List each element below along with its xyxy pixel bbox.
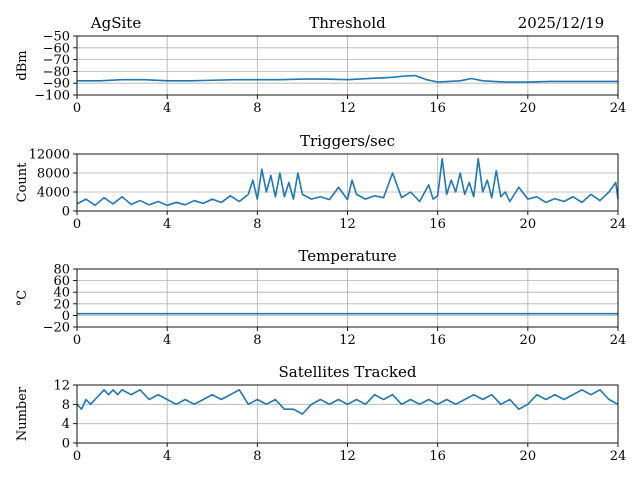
- chart-panel-1: 0 4 8 12 16 20 24 −100−90−80−70−60−50 Threshold d…: [15, 14, 626, 116]
- x-tick-label: 20: [520, 101, 537, 116]
- y-tick-label: 80: [53, 263, 70, 278]
- x-tick-label: 8: [253, 101, 261, 116]
- x-tick-label: 0: [73, 217, 81, 232]
- x-tick-label: 12: [339, 101, 356, 116]
- x-tick-label: 0: [73, 101, 81, 116]
- x-tick-label: 16: [429, 217, 446, 232]
- chart-title: Threshold: [309, 14, 386, 32]
- series-line-1: [76, 157, 619, 207]
- x-tick-label: 20: [520, 333, 537, 348]
- y-tick-label: −100: [34, 89, 70, 104]
- x-tick-label: 24: [610, 449, 627, 464]
- chart-panel-2: 0 4 8 12 16 20 24 0 4000 8000 12000 Triggers/sec Cou…: [15, 132, 626, 232]
- y-tick-label: 0: [62, 205, 70, 220]
- y-tick-label: 4: [62, 417, 70, 432]
- x-tick-label: 4: [163, 333, 171, 348]
- date-label: 2025/12/19: [518, 14, 604, 32]
- x-tick-label: 16: [429, 449, 446, 464]
- y-tick-label: −50: [43, 30, 70, 45]
- x-tick-label: 20: [520, 217, 537, 232]
- x-tick-label: 12: [339, 449, 356, 464]
- y-tick-label: 12: [53, 379, 70, 394]
- chart-title: Temperature: [298, 247, 396, 265]
- y-axis-label: dBm: [15, 50, 30, 80]
- x-tick-label: 0: [73, 449, 81, 464]
- y-axis-label: °C: [15, 290, 30, 307]
- y-tick-label: 0: [62, 437, 70, 452]
- site-label: AgSite: [90, 14, 142, 32]
- x-tick-label: 16: [429, 101, 446, 116]
- x-tick-label: 4: [163, 101, 171, 116]
- y-tick-label: −90: [43, 77, 70, 92]
- y-tick-label: −70: [43, 53, 70, 68]
- y-tick-label: 8000: [37, 167, 70, 182]
- y-tick-label: −80: [43, 65, 70, 80]
- chart-title: Satellites Tracked: [279, 363, 417, 381]
- x-tick-label: 8: [253, 217, 261, 232]
- x-tick-label: 8: [253, 333, 261, 348]
- y-tick-label: 8: [62, 398, 70, 413]
- x-tick-label: 4: [163, 217, 171, 232]
- chart-title: Triggers/sec: [300, 132, 395, 150]
- x-tick-label: 20: [520, 449, 537, 464]
- x-tick-label: 8: [253, 449, 261, 464]
- y-tick-label: 4000: [37, 186, 70, 201]
- series-line-1: [77, 74, 618, 83]
- x-tick-label: 24: [610, 333, 627, 348]
- y-tick-label: 40: [53, 286, 70, 301]
- y-tick-label: −20: [43, 321, 70, 336]
- x-tick-label: 24: [610, 101, 627, 116]
- series-line-1: [76, 389, 619, 415]
- x-tick-label: 24: [610, 217, 627, 232]
- x-tick-label: 16: [429, 333, 446, 348]
- y-tick-label: 60: [53, 274, 70, 289]
- x-tick-label: 12: [339, 333, 356, 348]
- chart-panel-4: 0 4 8 12 16 20 24 0 4 8 12 Satellites Tracked Number: [15, 363, 626, 464]
- y-axis-label: Number: [15, 386, 30, 441]
- x-tick-label: 12: [339, 217, 356, 232]
- y-axis-label: Count: [15, 162, 30, 203]
- x-tick-label: 0: [73, 333, 81, 348]
- y-tick-label: 20: [53, 297, 70, 312]
- x-tick-label: 4: [163, 449, 171, 464]
- y-tick-label: 12000: [29, 148, 70, 163]
- panels: 0 4 8 12 16 20 24 −100−90−80−70−60−50 Threshold d…: [15, 14, 626, 464]
- y-tick-label: −60: [43, 41, 70, 56]
- y-tick-label: 0: [62, 309, 70, 324]
